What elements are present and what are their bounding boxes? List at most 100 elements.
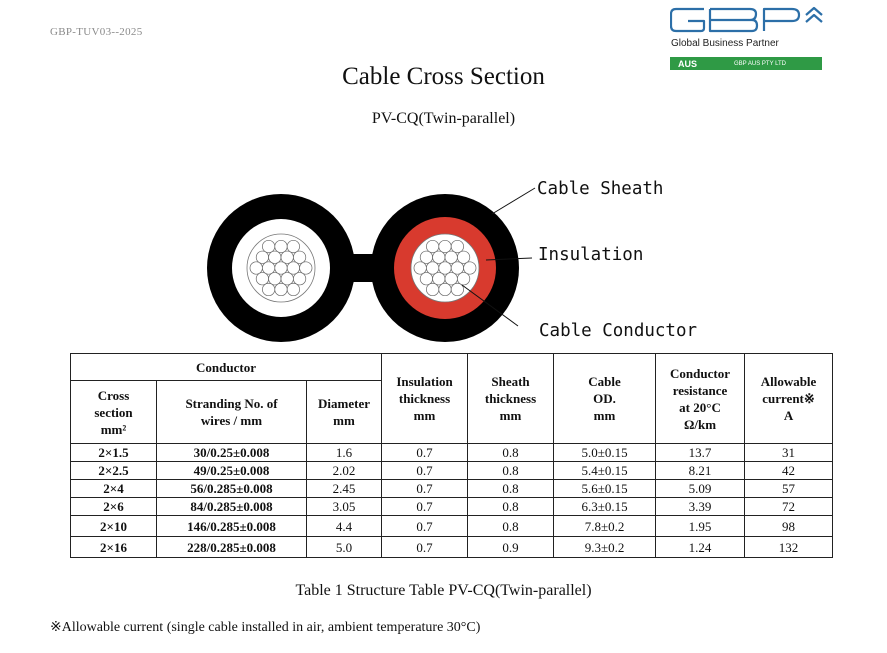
cell-stranding: 146/0.285±0.008 [156,515,307,537]
conductor-strand [426,282,440,297]
conductor-label: Cable Conductor [539,321,697,341]
table-row: 2×2.5 49/0.25±0.008 2.02 0.7 0.8 5.4±0.15 8.21… [70,461,834,480]
cell-cross-section: 2×10 [70,515,157,537]
page-title: Cable Cross Section [342,63,545,90]
cell-stranding: 56/0.285±0.008 [156,479,307,498]
table-caption: Table 1 Structure Table PV-CQ(Twin-paral… [295,582,592,599]
cell-diameter: 2.45 [305,479,383,498]
conductor-strand [280,272,294,286]
table-row: 2×16 228/0.285±0.008 5.0 0.7 0.9 9.3±0.2 1.24 1… [70,536,834,558]
cell-cross-section: 2×6 [70,497,157,516]
conductor-group-header: Conductor [69,353,383,381]
cell-resistance: 3.39 [655,497,746,516]
cell-sheath: 0.8 [467,443,555,462]
sheath-leader-line [491,187,536,215]
gbp-logo-mark [670,6,823,33]
insulation-leader-line [485,257,533,261]
conductor-strand [419,250,433,264]
col-header-insulation: Insulation thickness mm [381,353,469,444]
cell-insulation: 0.7 [381,515,469,537]
conductor-strand [274,261,288,275]
cell-sheath: 0.8 [467,461,555,480]
conductor-strand [262,282,276,297]
cell-stranding: 228/0.285±0.008 [156,536,307,558]
cell-diameter: 5.0 [305,536,383,558]
conductor-strand [293,272,307,286]
conductor-strand [463,261,477,275]
cell-cable-od: 5.0±0.15 [553,443,657,462]
conductor-strand [255,272,269,286]
conductor-strand [274,282,288,297]
conductor-strand [286,239,300,254]
cell-cable-od: 5.6±0.15 [553,479,657,498]
conductor-strand [286,261,300,275]
col-header-cross-section: Cross section mm² [70,380,157,444]
col-header-resistance: Conductor resistance at 20°C Ω/km [655,353,746,444]
cell-sheath: 0.8 [467,497,555,516]
conductor-strand [444,272,458,286]
gbp-logo: Global Business Partner AUS GBP AUS PTY … [670,4,826,70]
cell-resistance: 13.7 [655,443,746,462]
conductor-strand [444,250,458,264]
left-conductor [246,233,316,303]
cell-cable-od: 7.8±0.2 [553,515,657,537]
cell-insulation: 0.7 [381,536,469,558]
conductor-strand [426,261,440,275]
page-subtitle: PV-CQ(Twin-parallel) [371,110,516,127]
cell-insulation: 0.7 [381,497,469,516]
table-row: 2×10 146/0.285±0.008 4.4 0.7 0.8 7.8±0.2 1.95 9… [70,515,834,537]
sheath-label: Cable Sheath [537,179,663,199]
conductor-strand [268,250,282,264]
conductor-strand [262,261,276,275]
col-header-diameter: Diameter mm [305,380,383,444]
cell-current: 132 [744,536,834,558]
cell-insulation: 0.7 [381,479,469,498]
cell-resistance: 8.21 [655,461,746,480]
cell-cross-section: 2×4 [70,479,157,498]
logo-badge-region: AUS [678,58,698,69]
cell-resistance: 5.09 [655,479,746,498]
cell-insulation: 0.7 [381,461,469,480]
conductor-strand [268,272,282,286]
insulation-label: Insulation [538,245,643,265]
cell-stranding: 84/0.285±0.008 [156,497,307,516]
cell-sheath: 0.8 [467,479,555,498]
cell-insulation: 0.7 [381,443,469,462]
cell-cross-section: 2×1.5 [70,443,157,462]
table-row: 2×1.5 30/0.25±0.008 1.6 0.7 0.8 5.0±0.15 13.7 3… [70,443,834,462]
conductor-strand [450,261,464,275]
document-code: GBP-TUV03--2025 [50,26,143,38]
conductor-strand [262,239,276,254]
cell-current: 42 [744,461,834,480]
cell-current: 98 [744,515,834,537]
footnote: ※Allowable current (single cable install… [50,620,481,635]
cell-diameter: 3.05 [305,497,383,516]
conductor-strand [255,250,269,264]
conductor-strand [419,272,433,286]
conductor-strand [432,272,446,286]
conductor-strand [438,261,452,275]
cell-cross-section: 2×2.5 [70,461,157,480]
cell-current: 31 [744,443,834,462]
conductor-strand [432,250,446,264]
conductor-strand [293,250,307,264]
table-row: 2×4 56/0.285±0.008 2.45 0.7 0.8 5.6±0.15 5.09 5… [70,479,834,498]
cell-current: 57 [744,479,834,498]
table-row: 2×6 84/0.285±0.008 3.05 0.7 0.8 6.3±0.15 3.39 7… [70,497,834,516]
cell-diameter: 2.02 [305,461,383,480]
conductor-strand [438,239,452,254]
conductor-strand [438,282,452,297]
col-header-cable-od: Cable OD. mm [553,353,657,444]
conductor-strand [450,239,464,254]
conductor-strand [280,250,294,264]
conductor-strand [450,282,464,297]
structure-table: Conductor Insulation thickness mm Sheath th… [69,353,834,558]
cell-cross-section: 2×16 [70,536,157,558]
cell-resistance: 1.95 [655,515,746,537]
cell-sheath: 0.9 [467,536,555,558]
cell-cable-od: 5.4±0.15 [553,461,657,480]
cable-cross-section-diagram: Cable Sheath Insulation Cable Conductor [207,179,697,342]
cell-current: 72 [744,497,834,516]
conductor-strand [457,250,471,264]
conductor-leader-line [461,284,519,327]
